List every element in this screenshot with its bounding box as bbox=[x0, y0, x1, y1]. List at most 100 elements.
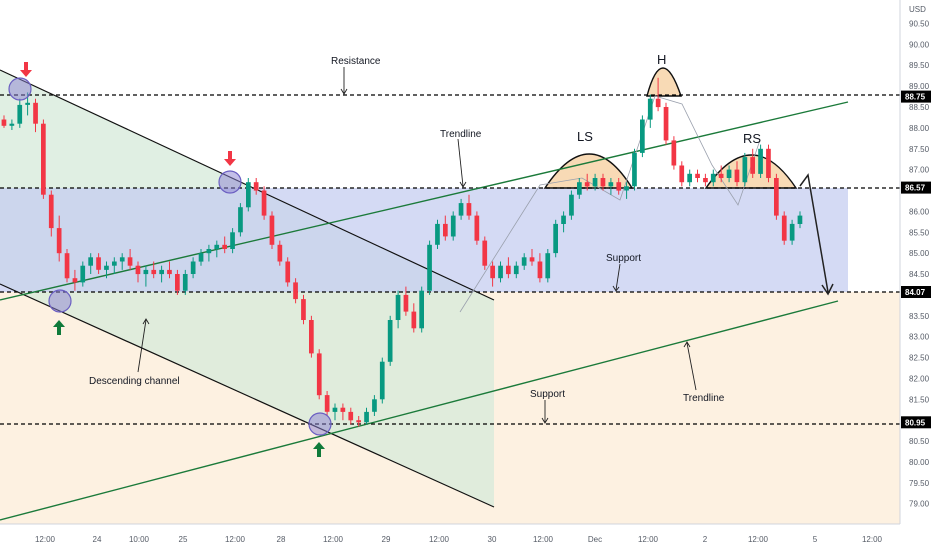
candle bbox=[687, 169, 692, 187]
candle-body bbox=[545, 253, 551, 279]
price-tick-label: 82.00 bbox=[909, 374, 930, 383]
candle bbox=[395, 290, 401, 329]
candle-body bbox=[521, 257, 527, 266]
candle bbox=[458, 198, 464, 220]
red-arrow-icon bbox=[20, 62, 32, 77]
candle bbox=[592, 173, 598, 191]
label-trendline-top: Trendline bbox=[440, 129, 482, 140]
candle bbox=[332, 403, 338, 421]
candle bbox=[640, 115, 645, 158]
candle-body bbox=[253, 182, 259, 191]
price-tick-label: 88.00 bbox=[909, 124, 930, 133]
label-right-shoulder: RS bbox=[743, 131, 761, 146]
time-tick-label: 25 bbox=[179, 535, 188, 544]
candle bbox=[577, 178, 582, 199]
candle-body bbox=[356, 420, 361, 423]
candle bbox=[671, 136, 677, 170]
price-level-label: 84.07 bbox=[905, 288, 926, 297]
candle-body bbox=[182, 274, 188, 291]
price-level-label: 86.57 bbox=[905, 184, 926, 193]
time-tick-label: 12:00 bbox=[35, 535, 56, 544]
candle bbox=[766, 144, 771, 183]
candle-body bbox=[584, 182, 590, 187]
time-tick-label: 12:00 bbox=[323, 535, 344, 544]
price-level-box bbox=[901, 286, 931, 298]
time-tick-label: 2 bbox=[703, 535, 708, 544]
label-support-low: Support bbox=[530, 389, 565, 400]
head-arc bbox=[646, 67, 682, 97]
candle-body bbox=[774, 178, 779, 216]
candle bbox=[695, 169, 700, 183]
candle bbox=[584, 173, 590, 191]
candle bbox=[309, 315, 314, 358]
candle bbox=[718, 165, 724, 183]
price-level-box bbox=[901, 181, 931, 194]
candle bbox=[529, 249, 535, 266]
candle bbox=[17, 98, 23, 128]
candle bbox=[316, 349, 322, 400]
candle-body bbox=[143, 269, 149, 275]
candle bbox=[758, 144, 763, 178]
candle bbox=[450, 211, 456, 241]
candle bbox=[506, 257, 511, 279]
candle-body bbox=[167, 269, 172, 275]
candle-body bbox=[687, 173, 692, 183]
candle-body bbox=[340, 407, 346, 412]
candle bbox=[474, 211, 480, 245]
candle bbox=[616, 178, 622, 195]
candle bbox=[647, 94, 653, 128]
candle bbox=[253, 178, 259, 195]
candle-body bbox=[198, 253, 204, 262]
candle-body bbox=[513, 265, 519, 275]
candle-body bbox=[56, 228, 62, 254]
candle-body bbox=[506, 265, 511, 275]
candle-body bbox=[419, 290, 424, 329]
candle bbox=[135, 261, 141, 283]
candle bbox=[608, 178, 614, 195]
candle bbox=[774, 173, 779, 220]
candle bbox=[427, 240, 432, 295]
candle-body bbox=[734, 169, 740, 183]
candle-body bbox=[17, 104, 23, 124]
channel-lower-line bbox=[0, 283, 495, 508]
candle bbox=[513, 261, 519, 279]
candle-body bbox=[190, 261, 196, 274]
candle bbox=[781, 211, 787, 245]
candle-body bbox=[726, 169, 732, 178]
candle-body bbox=[9, 123, 15, 126]
candle bbox=[41, 119, 46, 199]
candle bbox=[269, 211, 275, 249]
candle-body bbox=[135, 265, 141, 275]
candle bbox=[222, 236, 227, 254]
price-tick-label: 79.00 bbox=[909, 500, 930, 509]
candle bbox=[33, 98, 38, 133]
candle bbox=[80, 261, 86, 287]
candle bbox=[443, 215, 448, 241]
candle-body bbox=[64, 253, 70, 279]
candle-body bbox=[758, 148, 763, 174]
candle-body bbox=[96, 257, 101, 270]
candle bbox=[159, 265, 164, 283]
projection-path bbox=[799, 173, 829, 293]
price-tick-label: 79.50 bbox=[909, 479, 930, 488]
candle bbox=[569, 190, 574, 220]
candle-body bbox=[624, 186, 629, 191]
candle-body bbox=[293, 282, 298, 300]
pivot-circle-1 bbox=[8, 77, 32, 101]
price-level-label: 80.95 bbox=[905, 418, 926, 427]
price-tick-label: 80.00 bbox=[909, 458, 930, 467]
trendline-upper bbox=[0, 101, 849, 301]
price-tick-label: 87.50 bbox=[909, 145, 930, 154]
time-tick-label: 12:00 bbox=[225, 535, 246, 544]
candle-body bbox=[742, 157, 748, 183]
candle bbox=[64, 249, 70, 283]
candle bbox=[127, 249, 133, 270]
candle-body bbox=[435, 223, 440, 245]
candle-body bbox=[364, 411, 369, 423]
projection-arrow-head-icon bbox=[821, 283, 834, 296]
candle-body bbox=[348, 411, 354, 421]
candle-body bbox=[33, 102, 38, 124]
left-shoulder-arc bbox=[543, 153, 634, 189]
candle-body bbox=[600, 178, 606, 187]
